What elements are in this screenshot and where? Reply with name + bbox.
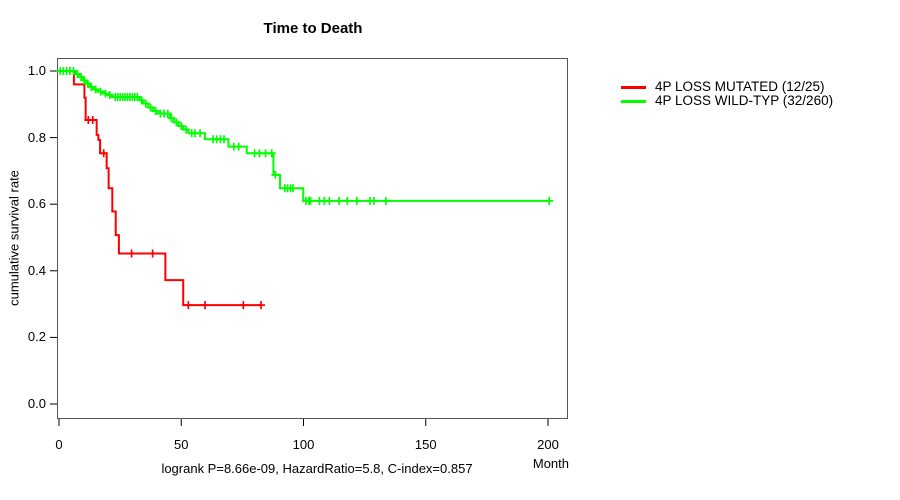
legend: 4P LOSS MUTATED (12/25) 4P LOSS WILD-TYP…	[621, 80, 833, 108]
x-axis-tick-label: 50	[174, 437, 189, 452]
y-axis-tick-label: 0.8	[27, 129, 46, 145]
chart-title: Time to Death	[263, 20, 363, 37]
y-axis-tick-label: 0.4	[27, 262, 46, 278]
legend-line-wildtype	[621, 99, 646, 103]
legend-label-mutated: 4P LOSS MUTATED (12/25)	[655, 79, 825, 94]
y-axis-tick-label: 1.0	[27, 63, 46, 78]
legend-item-mutated: 4P LOSS MUTATED (12/25)	[621, 80, 833, 94]
x-axis-tick-label: 150	[414, 437, 437, 452]
km-curve-wildtype	[59, 70, 550, 202]
legend-label-wildtype: 4P LOSS WILD-TYP (32/260)	[655, 93, 834, 108]
y-axis-tick-label: 0.6	[27, 196, 46, 212]
x-axis-tick-label: 100	[292, 437, 315, 452]
y-axis-tick-label: 0.0	[27, 396, 46, 411]
plot-box	[57, 58, 568, 419]
legend-item-wildtype: 4P LOSS WILD-TYP (32/260)	[621, 94, 833, 108]
x-axis-label: Month	[532, 456, 569, 471]
x-axis-tick-label: 0	[55, 437, 63, 452]
y-axis-tick-label: 0.2	[27, 329, 46, 345]
km-curve-mutated	[59, 70, 261, 307]
censor-marks-mutated	[84, 115, 265, 310]
legend-line-mutated	[621, 85, 646, 89]
censor-marks-wildtype	[56, 67, 554, 205]
stats-annotation: logrank P=8.66e-09, HazardRatio=5.8, C-i…	[161, 461, 473, 476]
x-axis-tick-label: 200	[537, 437, 559, 452]
